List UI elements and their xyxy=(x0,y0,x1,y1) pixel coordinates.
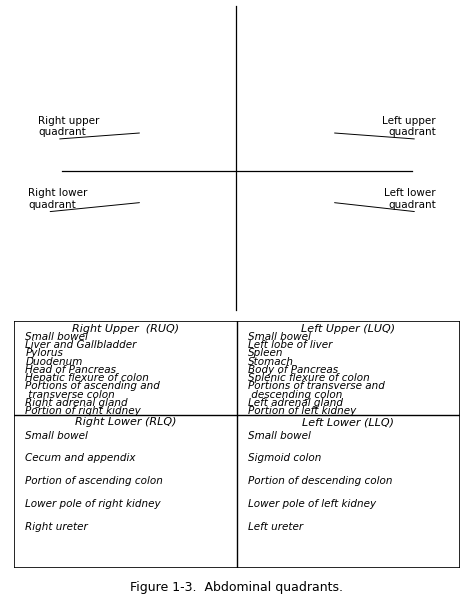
Text: Lower pole of right kidney: Lower pole of right kidney xyxy=(25,499,161,509)
Text: Right adrenal gland: Right adrenal gland xyxy=(25,398,128,408)
Text: Portion of ascending colon: Portion of ascending colon xyxy=(25,476,163,486)
Text: Right Lower (RLQ): Right Lower (RLQ) xyxy=(75,417,176,427)
Text: Left upper
quadrant: Left upper quadrant xyxy=(383,115,436,138)
Text: Portions of transverse and: Portions of transverse and xyxy=(248,381,385,391)
Text: Figure 1-3.  Abdominal quadrants.: Figure 1-3. Abdominal quadrants. xyxy=(130,581,344,594)
Text: Left ureter: Left ureter xyxy=(248,522,303,532)
Text: Cecum and appendix: Cecum and appendix xyxy=(25,453,136,464)
Text: Pylorus: Pylorus xyxy=(25,348,63,358)
Text: Splenic flexure of colon: Splenic flexure of colon xyxy=(248,373,370,383)
Text: Left Upper (LUQ): Left Upper (LUQ) xyxy=(301,324,395,334)
Text: Duodenum: Duodenum xyxy=(25,357,83,367)
Text: Portion of right kidney: Portion of right kidney xyxy=(25,406,141,416)
Text: transverse colon: transverse colon xyxy=(25,390,115,400)
Text: Portions of ascending and: Portions of ascending and xyxy=(25,381,160,391)
Text: Stomach: Stomach xyxy=(248,357,294,367)
Text: Right upper
quadrant: Right upper quadrant xyxy=(38,115,99,138)
Text: Left lobe of liver: Left lobe of liver xyxy=(248,340,333,350)
Text: Portion of descending colon: Portion of descending colon xyxy=(248,476,392,486)
Text: Head of Pancreas: Head of Pancreas xyxy=(25,365,116,375)
Text: Lower pole of left kidney: Lower pole of left kidney xyxy=(248,499,376,509)
Text: Right Upper  (RUQ): Right Upper (RUQ) xyxy=(72,324,179,334)
Text: descending colon: descending colon xyxy=(248,390,343,400)
Text: Sigmoid colon: Sigmoid colon xyxy=(248,453,321,464)
Text: Right ureter: Right ureter xyxy=(25,522,88,532)
Text: Small bowel: Small bowel xyxy=(25,332,88,341)
Text: Spleen: Spleen xyxy=(248,348,283,358)
Text: Portion of left kidney: Portion of left kidney xyxy=(248,406,356,416)
Text: Left Lower (LLQ): Left Lower (LLQ) xyxy=(302,417,394,427)
Text: Hepatic flexure of colon: Hepatic flexure of colon xyxy=(25,373,149,383)
Text: Liver and Gallbladder: Liver and Gallbladder xyxy=(25,340,137,350)
Text: Small bowel: Small bowel xyxy=(25,430,88,441)
Text: Small bowel: Small bowel xyxy=(248,332,311,341)
Text: Body of Pancreas: Body of Pancreas xyxy=(248,365,338,375)
Text: Left adrenal gland: Left adrenal gland xyxy=(248,398,343,408)
Text: Small bowel: Small bowel xyxy=(248,430,311,441)
Text: Left lower
quadrant: Left lower quadrant xyxy=(384,188,436,210)
Text: Right lower
quadrant: Right lower quadrant xyxy=(28,188,88,210)
